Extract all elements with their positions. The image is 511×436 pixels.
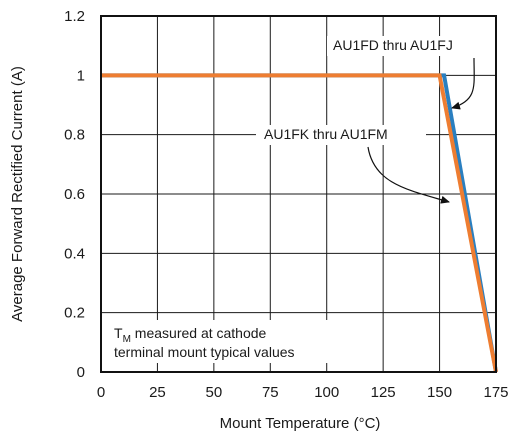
grid-lines: [100, 15, 497, 373]
x-tick-label: 175: [483, 384, 508, 401]
y-tick-label: 0.2: [64, 305, 85, 322]
x-tick-label: 50: [206, 384, 223, 401]
y-tick-label: 0.8: [64, 127, 85, 144]
series-label-1: AU1FD thru AU1FJ: [333, 37, 453, 53]
plot-frame: [100, 15, 497, 373]
x-tick-label: 25: [149, 384, 166, 401]
annotations: AU1FD thru AU1FJ AU1FK thru AU1FM: [256, 36, 487, 204]
x-tick-label: 125: [371, 384, 396, 401]
y-axis-title: Average Forward Rectified Current (A): [9, 66, 26, 322]
note-line-2: terminal mount typical values: [114, 344, 295, 360]
series-label-2: AU1FK thru AU1FM: [264, 126, 388, 142]
annotation-bg-1: [327, 36, 487, 56]
series-layer: [101, 73, 498, 373]
y-tick-label: 0: [77, 364, 85, 381]
series-line-2: [101, 73, 498, 373]
y-tick-label: 1: [77, 67, 85, 84]
y-tick-label: 1.2: [64, 8, 85, 25]
annotation-arrow-2: [367, 146, 450, 204]
x-tick-label: 0: [97, 384, 105, 401]
note-line-1: TM measured at cathode: [114, 325, 267, 345]
x-tick-label: 150: [427, 384, 452, 401]
tick-labels: 0 25 50 75 100 125 150 175 0 0.2 0.4 0.6 0.8 1 1.2: [64, 8, 508, 401]
annotation-bg-2: [256, 125, 426, 145]
y-tick-label: 0.4: [64, 245, 85, 262]
y-tick-label: 0.6: [64, 186, 85, 203]
x-axis-title: Mount Temperature (°C): [220, 415, 381, 432]
note-bg: [108, 320, 358, 363]
annotation-arrow-1: [451, 57, 475, 110]
x-tick-label: 75: [262, 384, 279, 401]
x-tick-label: 100: [314, 384, 339, 401]
